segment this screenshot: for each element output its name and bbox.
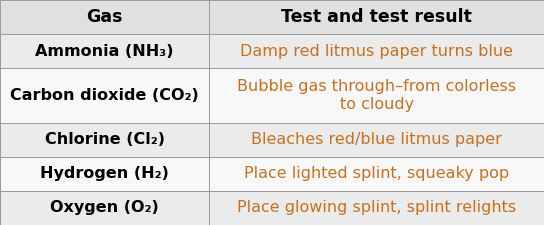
Bar bbox=[209, 34, 544, 68]
Text: Oxygen (O₂): Oxygen (O₂) bbox=[51, 200, 159, 216]
Bar bbox=[209, 0, 544, 34]
Bar bbox=[0, 191, 209, 225]
Bar bbox=[0, 157, 209, 191]
Text: Chlorine (Cl₂): Chlorine (Cl₂) bbox=[45, 132, 165, 147]
Text: Ammonia (NH₃): Ammonia (NH₃) bbox=[35, 44, 174, 59]
Text: Place glowing splint, splint relights: Place glowing splint, splint relights bbox=[237, 200, 516, 216]
Text: Damp red litmus paper turns blue: Damp red litmus paper turns blue bbox=[240, 44, 513, 59]
Text: Hydrogen (H₂): Hydrogen (H₂) bbox=[40, 166, 169, 181]
Bar bbox=[209, 157, 544, 191]
Bar bbox=[209, 123, 544, 157]
Text: Carbon dioxide (CO₂): Carbon dioxide (CO₂) bbox=[10, 88, 199, 103]
Text: Gas: Gas bbox=[86, 8, 123, 26]
Text: Place lighted splint, squeaky pop: Place lighted splint, squeaky pop bbox=[244, 166, 509, 181]
Bar bbox=[209, 68, 544, 123]
Text: Bleaches red/blue litmus paper: Bleaches red/blue litmus paper bbox=[251, 132, 502, 147]
Bar bbox=[0, 0, 209, 34]
Bar bbox=[209, 191, 544, 225]
Bar bbox=[0, 34, 209, 68]
Bar bbox=[0, 68, 209, 123]
Text: Test and test result: Test and test result bbox=[281, 8, 472, 26]
Text: Bubble gas through–from colorless
to cloudy: Bubble gas through–from colorless to clo… bbox=[237, 79, 516, 112]
Bar bbox=[0, 123, 209, 157]
